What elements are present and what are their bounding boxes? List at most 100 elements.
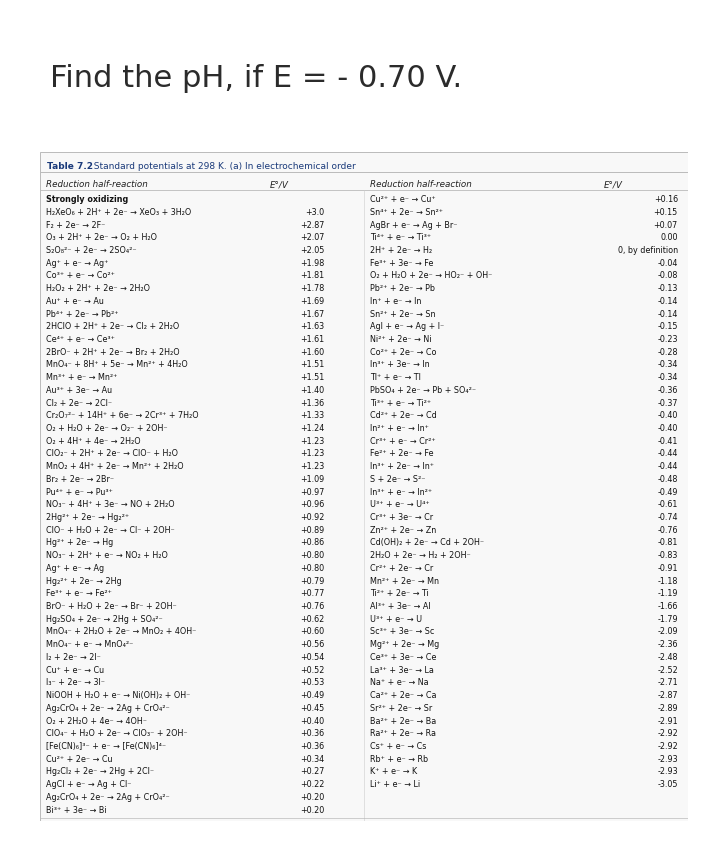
Text: -2.92: -2.92 [657,729,678,738]
Text: +0.97: +0.97 [300,488,325,497]
Text: Bi³⁺ + 3e⁻ → Bi: Bi³⁺ + 3e⁻ → Bi [46,806,107,814]
Text: 0, by definition: 0, by definition [618,246,678,255]
Text: Mn²⁺ + 2e⁻ → Mn: Mn²⁺ + 2e⁻ → Mn [370,577,439,586]
Text: Sn²⁺ + 2e⁻ → Sn: Sn²⁺ + 2e⁻ → Sn [370,310,436,318]
Text: Hg²⁺ + 2e⁻ → Hg: Hg²⁺ + 2e⁻ → Hg [46,539,113,547]
Text: +1.23: +1.23 [300,437,325,445]
Text: +1.51: +1.51 [300,360,325,370]
Text: MnO₄⁻ + 2H₂O + 2e⁻ → MnO₂ + 4OH⁻: MnO₄⁻ + 2H₂O + 2e⁻ → MnO₂ + 4OH⁻ [46,627,197,637]
Text: -0.41: -0.41 [657,437,678,445]
Text: +1.78: +1.78 [300,284,325,293]
Text: -3.05: -3.05 [657,781,678,789]
Text: Na⁺ + e⁻ → Na: Na⁺ + e⁻ → Na [370,679,428,687]
Text: Fe³⁺ + e⁻ → Fe²⁺: Fe³⁺ + e⁻ → Fe²⁺ [46,589,112,599]
Text: E°/V: E°/V [603,180,622,189]
Text: Br₂ + 2e⁻ → 2Br⁻: Br₂ + 2e⁻ → 2Br⁻ [46,475,114,484]
Text: O₂ + H₂O + 2e⁻ → HO₂⁻ + OH⁻: O₂ + H₂O + 2e⁻ → HO₂⁻ + OH⁻ [370,271,492,280]
Text: H₂O₂ + 2H⁺ + 2e⁻ → 2H₂O: H₂O₂ + 2H⁺ + 2e⁻ → 2H₂O [46,284,150,293]
Text: F₂ + 2e⁻ → 2F⁻: F₂ + 2e⁻ → 2F⁻ [46,221,105,230]
Text: Pb²⁺ + 2e⁻ → Pb: Pb²⁺ + 2e⁻ → Pb [370,284,435,293]
Text: O₂ + 2H₂O + 4e⁻ → 4OH⁻: O₂ + 2H₂O + 4e⁻ → 4OH⁻ [46,717,147,726]
Text: -1.18: -1.18 [657,577,678,586]
Text: -0.91: -0.91 [657,564,678,573]
Text: Li⁺ + e⁻ → Li: Li⁺ + e⁻ → Li [370,781,420,789]
Text: Ra²⁺ + 2e⁻ → Ra: Ra²⁺ + 2e⁻ → Ra [370,729,436,738]
Text: +0.62: +0.62 [300,615,325,624]
Text: +0.15: +0.15 [654,208,678,216]
FancyBboxPatch shape [40,152,688,821]
Text: +0.96: +0.96 [300,500,325,509]
Text: -2.91: -2.91 [657,717,678,726]
Text: +1.33: +1.33 [300,411,325,420]
Text: Cu²⁺ + 2e⁻ → Cu: Cu²⁺ + 2e⁻ → Cu [46,754,112,764]
Text: In³⁺ + 2e⁻ → In⁺: In³⁺ + 2e⁻ → In⁺ [370,462,434,472]
Text: +1.23: +1.23 [300,462,325,472]
Text: -2.71: -2.71 [657,679,678,687]
Text: +0.92: +0.92 [300,513,325,522]
Text: Co²⁺ + 2e⁻ → Co: Co²⁺ + 2e⁻ → Co [370,348,436,357]
Text: +0.40: +0.40 [300,717,325,726]
Text: -0.34: -0.34 [657,360,678,370]
Text: BrO⁻ + H₂O + 2e⁻ → Br⁻ + 2OH⁻: BrO⁻ + H₂O + 2e⁻ → Br⁻ + 2OH⁻ [46,602,177,611]
Text: +0.56: +0.56 [300,640,325,649]
Text: I₃⁻ + 2e⁻ → 3I⁻: I₃⁻ + 2e⁻ → 3I⁻ [46,679,105,687]
Text: +1.24: +1.24 [300,424,325,433]
Text: Cr³⁺ + e⁻ → Cr²⁺: Cr³⁺ + e⁻ → Cr²⁺ [370,437,436,445]
Text: +0.77: +0.77 [300,589,325,599]
Text: Find the pH, if E = - 0.70 V.: Find the pH, if E = - 0.70 V. [50,64,462,93]
Text: +1.09: +1.09 [300,475,325,484]
Text: U³⁺ + e⁻ → U⁴⁺: U³⁺ + e⁻ → U⁴⁺ [370,500,430,509]
Text: -0.61: -0.61 [657,500,678,509]
Text: +2.07: +2.07 [300,233,325,242]
Text: Ti⁴⁺ + e⁻ → Ti³⁺: Ti⁴⁺ + e⁻ → Ti³⁺ [370,233,431,242]
Text: Ce³⁺ + 3e⁻ → Ce: Ce³⁺ + 3e⁻ → Ce [370,653,436,662]
Text: I₂ + 2e⁻ → 2I⁻: I₂ + 2e⁻ → 2I⁻ [46,653,101,662]
Text: +1.98: +1.98 [300,258,325,268]
Text: Cr²⁺ + 2e⁻ → Cr: Cr²⁺ + 2e⁻ → Cr [370,564,433,573]
Text: +1.67: +1.67 [300,310,325,318]
Text: MnO₄⁻ + e⁻ → MnO₄²⁻: MnO₄⁻ + e⁻ → MnO₄²⁻ [46,640,133,649]
Text: O₂ + 4H⁺ + 4e⁻ → 2H₂O: O₂ + 4H⁺ + 4e⁻ → 2H₂O [46,437,140,445]
Text: 0.00: 0.00 [660,233,678,242]
Text: S₂O₈²⁻ + 2e⁻ → 2SO₄²⁻: S₂O₈²⁻ + 2e⁻ → 2SO₄²⁻ [46,246,137,255]
Text: Pu⁴⁺ + e⁻ → Pu³⁺: Pu⁴⁺ + e⁻ → Pu³⁺ [46,488,113,497]
Text: Cu⁺ + e⁻ → Cu: Cu⁺ + e⁻ → Cu [46,666,104,674]
Text: Sc³⁺ + 3e⁻ → Sc: Sc³⁺ + 3e⁻ → Sc [370,627,434,637]
Text: E°/V: E°/V [269,180,289,189]
Text: -0.04: -0.04 [657,258,678,268]
Text: Mn³⁺ + e⁻ → Mn²⁺: Mn³⁺ + e⁻ → Mn²⁺ [46,373,117,382]
Text: -0.83: -0.83 [657,552,678,560]
Text: +1.63: +1.63 [300,322,325,331]
Text: +0.20: +0.20 [300,806,325,814]
Text: Ag₂CrO₄ + 2e⁻ → 2Ag + CrO₄²⁻: Ag₂CrO₄ + 2e⁻ → 2Ag + CrO₄²⁻ [46,793,170,802]
Text: +0.07: +0.07 [654,221,678,230]
Text: -2.52: -2.52 [657,666,678,674]
Text: -0.49: -0.49 [657,488,678,497]
Text: S + 2e⁻ → S²⁻: S + 2e⁻ → S²⁻ [370,475,426,484]
Text: Zn²⁺ + 2e⁻ → Zn: Zn²⁺ + 2e⁻ → Zn [370,525,436,535]
Text: AgBr + e⁻ → Ag + Br⁻: AgBr + e⁻ → Ag + Br⁻ [370,221,458,230]
Text: -0.34: -0.34 [657,373,678,382]
Text: Ca²⁺ + 2e⁻ → Ca: Ca²⁺ + 2e⁻ → Ca [370,691,436,700]
Text: -0.40: -0.40 [657,411,678,420]
Text: +1.69: +1.69 [300,297,325,306]
Text: Ag⁺ + e⁻ → Ag⁺: Ag⁺ + e⁻ → Ag⁺ [46,258,109,268]
Text: AgI + e⁻ → Ag + I⁻: AgI + e⁻ → Ag + I⁻ [370,322,444,331]
Text: -2.36: -2.36 [657,640,678,649]
Text: Cl₂ + 2e⁻ → 2Cl⁻: Cl₂ + 2e⁻ → 2Cl⁻ [46,398,112,408]
Text: Au⁺ + e⁻ → Au: Au⁺ + e⁻ → Au [46,297,104,306]
Text: -2.93: -2.93 [657,767,678,776]
Text: PbSO₄ + 2e⁻ → Pb + SO₄²⁻: PbSO₄ + 2e⁻ → Pb + SO₄²⁻ [370,386,476,395]
Text: +0.86: +0.86 [300,539,325,547]
Text: +1.40: +1.40 [300,386,325,395]
Text: Rb⁺ + e⁻ → Rb: Rb⁺ + e⁻ → Rb [370,754,428,764]
Text: -0.37: -0.37 [657,398,678,408]
Text: Cd²⁺ + 2e⁻ → Cd: Cd²⁺ + 2e⁻ → Cd [370,411,437,420]
Text: +2.87: +2.87 [300,221,325,230]
Text: Co³⁺ + e⁻ → Co²⁺: Co³⁺ + e⁻ → Co²⁺ [46,271,115,280]
Text: +0.76: +0.76 [300,602,325,611]
Text: Sn⁴⁺ + 2e⁻ → Sn²⁺: Sn⁴⁺ + 2e⁻ → Sn²⁺ [370,208,443,216]
Text: -0.14: -0.14 [657,310,678,318]
Text: Mg²⁺ + 2e⁻ → Mg: Mg²⁺ + 2e⁻ → Mg [370,640,439,649]
Text: +0.20: +0.20 [300,793,325,802]
